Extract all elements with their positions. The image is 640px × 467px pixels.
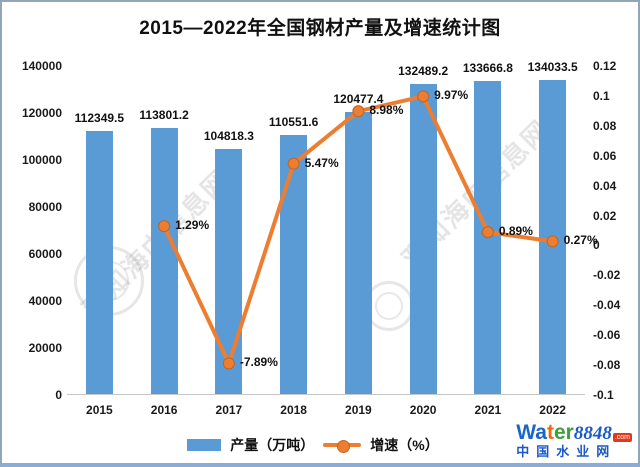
bar-2019 <box>344 111 372 395</box>
left-axis-tick: 20000 <box>28 341 62 355</box>
left-axis-tick: 140000 <box>21 59 62 73</box>
x-axis-label-2016: 2016 <box>150 403 178 417</box>
water8848-logo: Wa t er 8848 .com 中国水业网 <box>516 422 632 458</box>
left-axis-tick: 100000 <box>21 153 62 167</box>
left-axis-tick: 0 <box>55 388 62 402</box>
bar-value-label: 112349.5 <box>74 110 125 125</box>
logo-text-wa: Wa <box>516 421 547 444</box>
x-axis-label-2019: 2019 <box>345 403 372 417</box>
left-axis-tick: 40000 <box>28 294 62 308</box>
chart-title: 2015—2022年全国钢材产量及增速统计图 <box>139 18 501 39</box>
right-axis-tick: -0.04 <box>593 298 621 313</box>
right-axis-tick: 0.08 <box>593 118 617 133</box>
bar-value-label: 133666.8 <box>462 60 513 75</box>
growth-value-label: 0.89% <box>498 224 533 239</box>
bar-2015 <box>85 130 113 395</box>
growth-point-2016 <box>158 220 171 233</box>
right-axis-tick: -0.02 <box>593 268 621 283</box>
x-axis-baseline <box>67 394 585 395</box>
growth-point-2022 <box>546 235 559 248</box>
x-axis-label-2022: 2022 <box>539 403 566 417</box>
left-axis-tick: 60000 <box>28 247 62 261</box>
bar-2017 <box>215 148 243 395</box>
growth-point-2019 <box>352 105 365 118</box>
right-axis-tick: 0 <box>593 238 600 253</box>
x-axis-label-2020: 2020 <box>409 403 437 417</box>
bar-2020 <box>409 83 437 395</box>
logo-text-com: .com <box>612 433 632 442</box>
left-axis-tick: 80000 <box>28 200 62 214</box>
right-axis-tick: -0.06 <box>593 328 621 343</box>
growth-line-layer <box>158 90 559 370</box>
bar-value-label: 113801.2 <box>139 107 189 122</box>
bar-value-label: 134033.5 <box>527 60 578 75</box>
x-axis-label-2017: 2017 <box>215 403 243 417</box>
growth-value-label: 0.27% <box>563 233 598 248</box>
growth-point-2021 <box>481 226 494 239</box>
bar-2018 <box>280 135 308 395</box>
right-axis-tick: -0.1 <box>593 388 614 402</box>
growth-value-label: 8.98% <box>369 103 404 118</box>
left-axis-tick: 120000 <box>21 106 62 120</box>
bar-value-label: 132489.2 <box>398 63 449 78</box>
right-axis-tick: 0.1 <box>593 88 610 103</box>
legend-line-label: 增速（%） <box>370 437 439 453</box>
legend: 产量（万吨） 增速（%） <box>2 435 638 455</box>
bar-value-label: 120477.4 <box>333 91 384 106</box>
bar-2016 <box>150 127 178 395</box>
growth-value-label: 5.47% <box>304 155 339 170</box>
logo-text-t: t <box>546 421 554 444</box>
x-axis-label-2021: 2021 <box>474 403 502 417</box>
right-axis-tick: 0.12 <box>593 59 617 73</box>
x-axis-label-2018: 2018 <box>280 403 307 417</box>
growth-value-label: 9.97% <box>434 88 469 103</box>
growth-value-label: -7.89% <box>239 355 278 370</box>
bar-value-label: 110551.6 <box>268 115 319 130</box>
growth-value-label: 1.29% <box>175 218 210 233</box>
right-axis-tick: 0.04 <box>593 178 617 193</box>
legend-bar-swatch <box>187 439 222 451</box>
right-axis-tick: 0.02 <box>593 208 617 223</box>
growth-point-2017 <box>222 357 235 370</box>
logo-subtitle: 中国水业网 <box>516 444 617 459</box>
legend-bar-label: 产量（万吨） <box>230 437 315 453</box>
right-axis-tick: -0.08 <box>593 358 621 373</box>
growth-point-2020 <box>417 90 430 103</box>
right-axis-tick: 0.06 <box>593 148 617 163</box>
legend-line-swatch <box>323 439 362 453</box>
x-axis-label-2015: 2015 <box>86 403 113 417</box>
growth-point-2018 <box>287 157 300 170</box>
logo-text-8848: 8848 <box>573 423 612 444</box>
legend-line-marker-icon <box>336 439 350 453</box>
logo-text-er: er <box>553 421 574 444</box>
bar-value-label: 104818.3 <box>203 128 254 143</box>
